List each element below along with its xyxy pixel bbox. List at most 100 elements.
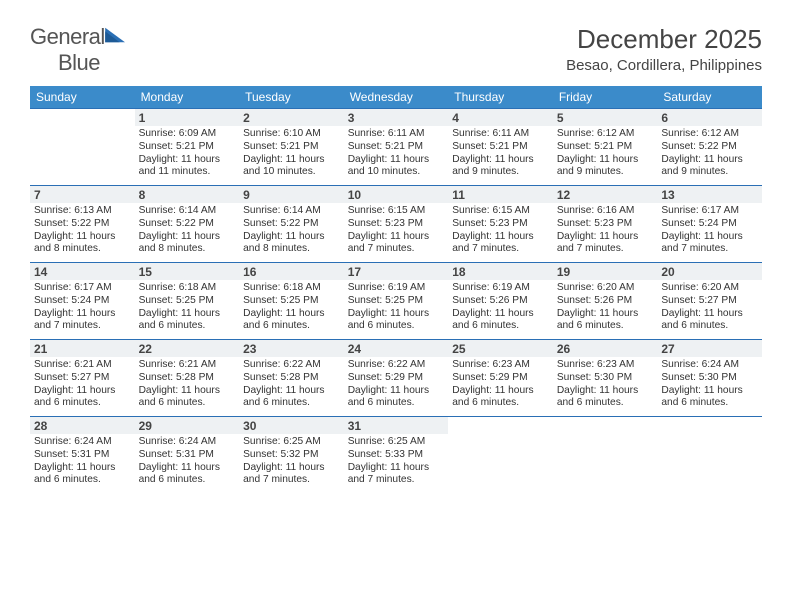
detail-line: Sunset: 5:24 PM [34,295,131,308]
detail-line: Daylight: 11 hours and 11 minutes. [139,154,236,180]
detail-line: Daylight: 11 hours and 8 minutes. [139,231,236,257]
detail-line: Daylight: 11 hours and 6 minutes. [243,308,340,334]
calendar-row: 21Sunrise: 6:21 AMSunset: 5:27 PMDayligh… [30,340,762,417]
day-details: Sunrise: 6:19 AMSunset: 5:26 PMDaylight:… [452,282,549,333]
detail-line: Sunrise: 6:24 AM [139,436,236,449]
detail-line: Sunset: 5:27 PM [34,372,131,385]
detail-line: Sunrise: 6:12 AM [661,128,758,141]
detail-line: Sunset: 5:26 PM [557,295,654,308]
detail-line: Sunrise: 6:23 AM [557,359,654,372]
day-number: 30 [239,417,344,434]
title-block: December 2025 Besao, Cordillera, Philipp… [566,24,762,74]
day-number: 11 [448,186,553,203]
weekday-header: Friday [553,86,658,109]
detail-line: Sunrise: 6:14 AM [243,205,340,218]
day-details: Sunrise: 6:18 AMSunset: 5:25 PMDaylight:… [243,282,340,333]
weekday-header: Saturday [657,86,762,109]
detail-line: Daylight: 11 hours and 6 minutes. [139,308,236,334]
day-number: 9 [239,186,344,203]
day-number: 20 [657,263,762,280]
calendar-cell: 25Sunrise: 6:23 AMSunset: 5:29 PMDayligh… [448,340,553,417]
detail-line: Sunrise: 6:20 AM [661,282,758,295]
calendar-head: Sunday Monday Tuesday Wednesday Thursday… [30,86,762,109]
weekday-header: Sunday [30,86,135,109]
detail-line: Sunset: 5:23 PM [348,218,445,231]
day-details: Sunrise: 6:15 AMSunset: 5:23 PMDaylight:… [452,205,549,256]
detail-line: Sunset: 5:22 PM [243,218,340,231]
detail-line: Daylight: 11 hours and 6 minutes. [34,462,131,488]
detail-line: Sunset: 5:23 PM [557,218,654,231]
day-details: Sunrise: 6:16 AMSunset: 5:23 PMDaylight:… [557,205,654,256]
detail-line: Sunrise: 6:17 AM [661,205,758,218]
day-details: Sunrise: 6:18 AMSunset: 5:25 PMDaylight:… [139,282,236,333]
day-details: Sunrise: 6:20 AMSunset: 5:26 PMDaylight:… [557,282,654,333]
detail-line: Sunset: 5:21 PM [452,141,549,154]
detail-line: Sunset: 5:25 PM [348,295,445,308]
detail-line: Sunset: 5:28 PM [243,372,340,385]
day-details: Sunrise: 6:25 AMSunset: 5:32 PMDaylight:… [243,436,340,487]
detail-line: Sunrise: 6:18 AM [139,282,236,295]
calendar-cell: 7Sunrise: 6:13 AMSunset: 5:22 PMDaylight… [30,186,135,263]
day-details: Sunrise: 6:22 AMSunset: 5:28 PMDaylight:… [243,359,340,410]
day-number: 4 [448,109,553,126]
detail-line: Daylight: 11 hours and 9 minutes. [661,154,758,180]
day-details: Sunrise: 6:12 AMSunset: 5:21 PMDaylight:… [557,128,654,179]
detail-line: Daylight: 11 hours and 6 minutes. [452,385,549,411]
calendar-cell: 21Sunrise: 6:21 AMSunset: 5:27 PMDayligh… [30,340,135,417]
calendar-cell: 10Sunrise: 6:15 AMSunset: 5:23 PMDayligh… [344,186,449,263]
day-number: 28 [30,417,135,434]
detail-line: Sunset: 5:32 PM [243,449,340,462]
detail-line: Sunset: 5:22 PM [34,218,131,231]
day-details: Sunrise: 6:24 AMSunset: 5:30 PMDaylight:… [661,359,758,410]
detail-line: Sunset: 5:21 PM [243,141,340,154]
calendar-cell: 6Sunrise: 6:12 AMSunset: 5:22 PMDaylight… [657,109,762,186]
calendar-cell: 11 Sunrise: 6:15 AMSunset: 5:23 PMDayligh… [448,186,553,263]
day-number: 25 [448,340,553,357]
detail-line: Sunrise: 6:20 AM [557,282,654,295]
day-details: Sunrise: 6:10 AMSunset: 5:21 PMDaylight:… [243,128,340,179]
calendar-cell: 9Sunrise: 6:14 AMSunset: 5:22 PMDaylight… [239,186,344,263]
day-number: 18 [448,263,553,280]
day-details: Sunrise: 6:17 AMSunset: 5:24 PMDaylight:… [34,282,131,333]
day-details: Sunrise: 6:19 AMSunset: 5:25 PMDaylight:… [348,282,445,333]
day-number: 27 [657,340,762,357]
detail-line: Sunrise: 6:11 AM [452,128,549,141]
day-number: 26 [553,340,658,357]
detail-line: Daylight: 11 hours and 10 minutes. [348,154,445,180]
calendar-cell [448,417,553,494]
detail-line: Sunrise: 6:19 AM [452,282,549,295]
day-details: Sunrise: 6:11 AMSunset: 5:21 PMDaylight:… [452,128,549,179]
calendar-cell: 24Sunrise: 6:22 AMSunset: 5:29 PMDayligh… [344,340,449,417]
calendar-table: Sunday Monday Tuesday Wednesday Thursday… [30,86,762,493]
detail-line: Sunrise: 6:21 AM [139,359,236,372]
day-details: Sunrise: 6:17 AMSunset: 5:24 PMDaylight:… [661,205,758,256]
day-number: 14 [30,263,135,280]
calendar-cell: 20Sunrise: 6:20 AMSunset: 5:27 PMDayligh… [657,263,762,340]
calendar-cell: 4 Sunrise: 6:11 AMSunset: 5:21 PMDaylight… [448,109,553,186]
calendar-cell: 31Sunrise: 6:25 AMSunset: 5:33 PMDayligh… [344,417,449,494]
calendar-cell: 12Sunrise: 6:16 AMSunset: 5:23 PMDayligh… [553,186,658,263]
day-number: 2 [239,109,344,126]
detail-line: Sunset: 5:30 PM [557,372,654,385]
day-number: 17 [344,263,449,280]
day-details: Sunrise: 6:24 AMSunset: 5:31 PMDaylight:… [34,436,131,487]
detail-line: Daylight: 11 hours and 7 minutes. [452,231,549,257]
detail-line: Daylight: 11 hours and 8 minutes. [34,231,131,257]
calendar-cell: 17 Sunrise: 6:19 AMSunset: 5:25 PMDayligh… [344,263,449,340]
day-number: 29 [135,417,240,434]
page: General Blue December 2025 Besao, Cordil… [0,0,792,513]
detail-line: Sunset: 5:33 PM [348,449,445,462]
day-details: Sunrise: 6:22 AMSunset: 5:29 PMDaylight:… [348,359,445,410]
calendar-cell: 2 Sunrise: 6:10 AMSunset: 5:21 PMDaylight… [239,109,344,186]
detail-line: Sunrise: 6:11 AM [348,128,445,141]
detail-line: Daylight: 11 hours and 9 minutes. [557,154,654,180]
calendar-cell: 30 Sunrise: 6:25 AMSunset: 5:32 PMDayligh… [239,417,344,494]
detail-line: Sunset: 5:25 PM [139,295,236,308]
day-number: 8 [135,186,240,203]
day-details: Sunrise: 6:24 AMSunset: 5:31 PMDaylight:… [139,436,236,487]
day-number: 1 [135,109,240,126]
calendar-cell: 29 Sunrise: 6:24 AMSunset: 5:31 PMDayligh… [135,417,240,494]
day-number: 16 [239,263,344,280]
calendar-cell [553,417,658,494]
calendar-cell: 23Sunrise: 6:22 AMSunset: 5:28 PMDayligh… [239,340,344,417]
